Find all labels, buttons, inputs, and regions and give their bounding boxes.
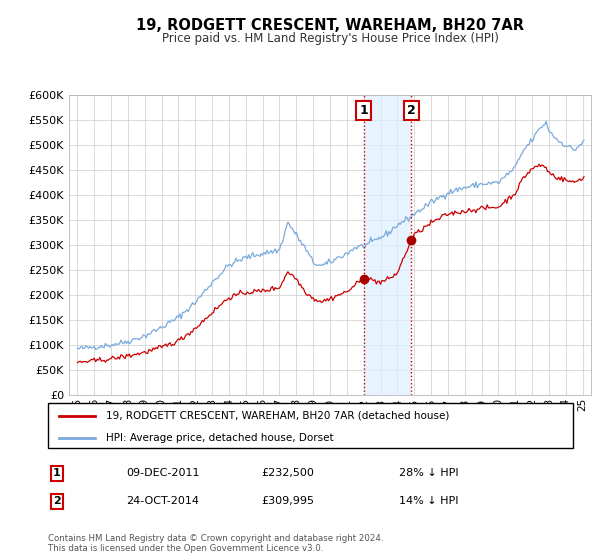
Text: Contains HM Land Registry data © Crown copyright and database right 2024.
This d: Contains HM Land Registry data © Crown c… [48,534,383,553]
Text: 1: 1 [53,468,61,478]
Text: 14% ↓ HPI: 14% ↓ HPI [399,496,458,506]
Text: 09-DEC-2011: 09-DEC-2011 [126,468,199,478]
Text: 24-OCT-2014: 24-OCT-2014 [126,496,199,506]
FancyBboxPatch shape [48,403,573,448]
Text: 19, RODGETT CRESCENT, WAREHAM, BH20 7AR: 19, RODGETT CRESCENT, WAREHAM, BH20 7AR [136,18,524,33]
Text: HPI: Average price, detached house, Dorset: HPI: Average price, detached house, Dors… [106,433,334,443]
Bar [364,95,412,395]
Text: 2: 2 [407,104,416,117]
Text: 28% ↓ HPI: 28% ↓ HPI [399,468,458,478]
Text: Price paid vs. HM Land Registry's House Price Index (HPI): Price paid vs. HM Land Registry's House … [161,32,499,45]
Text: 19, RODGETT CRESCENT, WAREHAM, BH20 7AR (detached house): 19, RODGETT CRESCENT, WAREHAM, BH20 7AR … [106,410,449,421]
Text: £309,995: £309,995 [261,496,314,506]
Text: 2: 2 [53,496,61,506]
Text: 1: 1 [359,104,368,117]
Text: £232,500: £232,500 [261,468,314,478]
